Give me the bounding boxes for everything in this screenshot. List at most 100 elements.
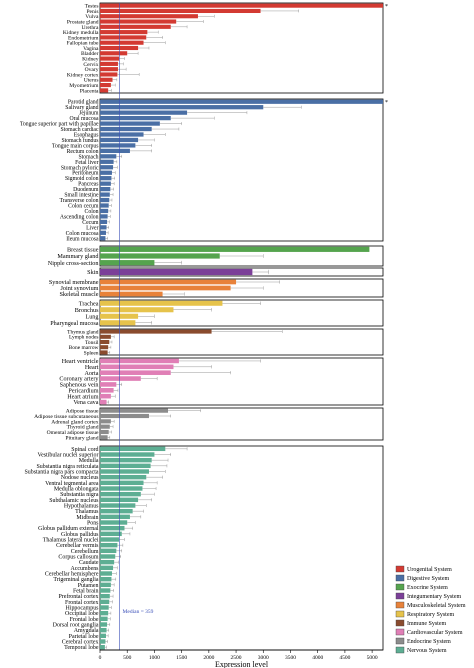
bar-substantia-nigra-reticulata	[100, 463, 151, 469]
bar-transverse-colon	[100, 197, 110, 203]
tissue-label-midbrain: Midbrain	[76, 515, 98, 521]
tissue-label-parietal-lobe: Parietal lobe	[69, 634, 99, 640]
tissue-label-endometrium: Endometrium	[68, 35, 99, 41]
tissue-label-thalamus: Thalamus	[75, 509, 99, 515]
tissue-label-ileum-mucosa: Ileum mucosa	[66, 236, 99, 242]
bar-spleen	[100, 350, 108, 355]
bar-substantia-nigra-pars-compacta	[100, 469, 149, 474]
bar-cerebellar-hemisphere	[100, 571, 112, 576]
bar-frontal-cortex	[100, 599, 110, 605]
tissue-label-colon-mucosa: Colon mucosa	[66, 231, 99, 237]
bar-placenta	[100, 88, 109, 93]
bar-hippocampus	[100, 605, 109, 610]
panel-frame	[99, 98, 384, 242]
x-axis-title: Expression level	[215, 660, 269, 668]
bar-skin	[100, 268, 253, 276]
bar-corpus-callosum	[100, 554, 116, 559]
tissue-label-corpus-callosum: Corpus callosum	[58, 555, 98, 561]
significance-star: *	[385, 100, 388, 106]
bar-penis	[100, 8, 261, 14]
x-tick-label-2500: 2500	[231, 655, 242, 661]
bar-heart	[100, 364, 174, 370]
tissue-label-kidney: Kidney	[82, 57, 99, 63]
panel-frame	[99, 407, 384, 441]
tissue-label-occipital-lobe: Occipital lobe	[65, 611, 99, 617]
tissue-label-trigeminal-ganglia: Trigeminal ganglia	[53, 577, 98, 583]
bar-saphenous-vein	[100, 382, 117, 387]
legend-swatch	[395, 583, 405, 591]
tissue-label-fetal-brain: Fetal brain	[73, 589, 99, 595]
tissue-label-fallopian-tube: Fallopian tube	[67, 41, 99, 47]
legend-item-integumentary-system: Integumentary System	[395, 592, 461, 600]
bar-frontal-lobe	[100, 616, 108, 622]
tissue-label-adipose-tissue-subcutaneous: Adipose tissue subcutaneous	[34, 414, 98, 420]
tissue-label-cervix: Cervix	[83, 62, 98, 68]
bar-cerebellar-vermis	[100, 542, 118, 548]
tissue-label-stomach-fundus: Stomach fundus	[61, 137, 99, 144]
bar-adipose-tissue-subcutaneous	[100, 413, 149, 419]
x-tick-label-3000: 3000	[258, 655, 269, 661]
bar-thalamus	[100, 508, 133, 514]
bar-salivary-gland	[100, 105, 264, 110]
x-tick-label-4500: 4500	[339, 655, 350, 661]
legend-label: Urogenital System	[407, 567, 452, 573]
tissue-label-globus-pallidum-external: Globus pallidum external	[38, 526, 99, 532]
tissue-label-vena-cava: Vena cava	[73, 400, 98, 406]
tissue-label-oral-mucosa: Oral mucosa	[69, 116, 99, 122]
tissue-label-cerebellar-hemisphere: Cerebellar hemisphere	[45, 572, 99, 578]
tissue-label-uterus: Uterus	[84, 78, 99, 84]
tissue-label-hippocampus: Hippocampus	[66, 606, 100, 612]
tissue-label-prostate-gland: Prostate gland	[67, 19, 99, 25]
bar-cervix	[100, 61, 118, 66]
bar-oral-mucosa	[100, 115, 171, 121]
bar-stomach-pyloric	[100, 165, 114, 170]
bar-liver	[100, 225, 107, 230]
x-tick-label-5000: 5000	[367, 655, 378, 661]
tissue-label-esophagus: Esophagus	[74, 133, 100, 139]
tissue-label-prefrontal-cortex: Prefrontal cortex	[58, 593, 98, 600]
x-tick-label-1000: 1000	[149, 655, 160, 661]
tissue-label-placenta: Placenta	[80, 88, 99, 94]
legend-swatch	[395, 574, 405, 582]
tissue-label-aorta: Aorta	[84, 371, 98, 377]
panel-frame	[99, 299, 384, 327]
bar-hypothalamus	[100, 503, 136, 508]
legend-label: Musculoskeletal System	[407, 603, 466, 609]
tissue-label-breast-tissue: Breast tissue	[67, 247, 99, 254]
legend-item-respiratory-system: Respiratory System	[395, 610, 454, 618]
bar-colon	[100, 208, 109, 214]
legend-swatch	[395, 610, 405, 618]
bar-prefrontal-cortex	[100, 593, 110, 599]
bar-trigeminal-ganglia	[100, 576, 112, 582]
bar-small-intestine	[100, 192, 110, 197]
median-layer: Median = 359	[119, 3, 154, 650]
median-label: Median = 359	[123, 609, 154, 615]
tissue-label-cecum: Cecum	[82, 220, 99, 226]
legend-item-nervous-system: Nervous System	[395, 646, 447, 654]
legend-label: Cardiovascular System	[407, 630, 463, 636]
tissue-label-nodose-nucleus: Nodose nucleus	[61, 475, 99, 481]
bar-breast-tissue	[100, 246, 370, 252]
legend: Urogenital System Digestive System Exocrin…	[395, 565, 466, 654]
tissue-label-kidney-cortex: Kidney cortex	[67, 72, 99, 78]
tissue-label-jejunum: Jejunum	[79, 111, 99, 117]
tissue-label-heart-atrium: Heart atrium	[67, 394, 98, 400]
tissue-label-pons: Pons	[87, 521, 99, 527]
bar-cerebral-cortex	[100, 639, 106, 644]
bar-mammary-gland	[100, 253, 220, 259]
bar-colon-cecum	[100, 203, 109, 208]
bar-substantia-nigra	[100, 491, 141, 497]
bar-nipple-cross-section	[100, 260, 155, 266]
tissue-label-lymph-nodes: Lymph nodes	[69, 335, 99, 341]
tissue-label-pituitary-gland: Pituitary gland	[65, 435, 98, 441]
bar-adrenal-gland-cortex	[100, 419, 111, 424]
bar-jejunum	[100, 110, 188, 115]
bar-pericardium	[100, 388, 114, 393]
bar-rectum-colon	[100, 148, 130, 154]
bar-fetal-liver	[100, 159, 114, 164]
